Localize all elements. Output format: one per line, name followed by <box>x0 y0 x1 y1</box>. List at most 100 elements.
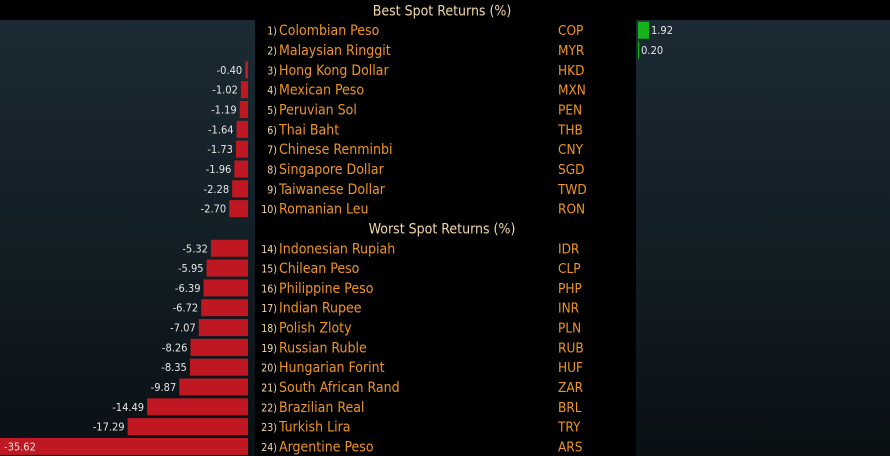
currency-code-sgd: SGD <box>558 162 584 178</box>
value-label-ars: -35.62 <box>4 440 36 453</box>
value-label-pln: -7.07 <box>170 322 196 335</box>
bar-zar <box>179 378 248 396</box>
currency-name-cop: Colombian Peso <box>279 23 380 39</box>
value-label-cop: 1.92 <box>651 24 673 37</box>
bar-ars <box>0 437 248 455</box>
currency-name-huf: Hungarian Forint <box>279 360 385 376</box>
bar-sgd <box>234 160 248 178</box>
currency-code-thb: THB <box>557 122 583 138</box>
rank-cny: 7) <box>267 145 277 157</box>
rank-twd: 9) <box>267 184 277 196</box>
rank-pen: 5) <box>267 105 277 117</box>
rank-pln: 18) <box>261 323 277 335</box>
value-label-inr: -6.72 <box>173 302 199 315</box>
currency-code-ron: RON <box>558 202 585 218</box>
bar-php <box>203 279 248 297</box>
bar-huf <box>189 358 248 376</box>
bar-idr <box>210 239 248 257</box>
currency-code-brl: BRL <box>558 400 582 416</box>
bar-try <box>127 418 248 436</box>
bar-pln <box>198 319 248 337</box>
value-label-idr: -5.32 <box>182 242 208 255</box>
rank-brl: 22) <box>261 402 277 414</box>
currency-name-idr: Indonesian Rupiah <box>279 241 395 257</box>
currency-code-idr: IDR <box>558 241 580 257</box>
currency-name-twd: Taiwanese Dollar <box>278 182 386 198</box>
bar-thb <box>236 120 248 138</box>
currency-name-pln: Polish Zloty <box>279 321 352 337</box>
currency-name-zar: South African Rand <box>279 380 400 396</box>
bar-rub <box>190 338 248 356</box>
currency-code-ars: ARS <box>558 439 583 455</box>
value-label-huf: -8.35 <box>161 361 187 374</box>
rank-clp: 15) <box>261 264 277 276</box>
rank-rub: 19) <box>261 343 277 355</box>
rank-zar: 21) <box>261 382 277 394</box>
value-label-pen: -1.19 <box>211 104 237 117</box>
bar-clp <box>206 259 248 277</box>
rank-inr: 17) <box>261 303 277 315</box>
value-label-hkd: -0.40 <box>217 64 243 77</box>
currency-code-clp: CLP <box>558 261 581 277</box>
currency-name-php: Philippine Peso <box>279 281 374 297</box>
currency-name-myr: Malaysian Ringgit <box>279 43 391 59</box>
rank-ars: 24) <box>261 442 277 454</box>
currency-code-php: PHP <box>558 281 582 297</box>
currency-code-huf: HUF <box>558 360 583 376</box>
value-label-sgd: -1.96 <box>206 163 232 176</box>
currency-name-hkd: Hong Kong Dollar <box>279 63 390 79</box>
value-label-cny: -1.73 <box>207 143 233 156</box>
currency-code-pen: PEN <box>558 103 582 119</box>
value-label-rub: -8.26 <box>162 341 188 354</box>
currency-code-cny: CNY <box>558 142 584 158</box>
currency-code-twd: TWD <box>557 182 587 198</box>
rank-cop: 1) <box>267 26 277 38</box>
currency-name-try: Turkish Lira <box>278 420 350 436</box>
currency-code-mxn: MXN <box>558 83 586 99</box>
rank-huf: 20) <box>261 363 277 375</box>
bar-brl <box>147 398 248 416</box>
currency-name-ars: Argentine Peso <box>279 439 374 455</box>
currency-name-inr: Indian Rupee <box>279 301 362 317</box>
currency-name-ron: Romanian Leu <box>279 202 369 218</box>
currency-name-brl: Brazilian Real <box>279 400 364 416</box>
rank-sgd: 8) <box>267 164 277 176</box>
section-title-0: Best Spot Returns (%) <box>373 3 512 19</box>
bar-cny <box>235 140 248 158</box>
value-label-php: -6.39 <box>175 282 201 295</box>
value-label-brl: -14.49 <box>112 401 144 414</box>
rank-hkd: 3) <box>267 65 277 77</box>
currency-name-pen: Peruvian Sol <box>279 103 357 119</box>
bar-pen <box>239 101 248 119</box>
currency-code-pln: PLN <box>558 321 581 337</box>
currency-name-thb: Thai Baht <box>278 122 339 138</box>
bar-myr <box>638 41 640 59</box>
rank-mxn: 4) <box>267 85 277 97</box>
currency-code-cop: COP <box>558 23 583 39</box>
currency-name-sgd: Singapore Dollar <box>279 162 385 178</box>
rank-myr: 2) <box>267 46 277 58</box>
value-label-mxn: -1.02 <box>212 84 238 97</box>
currency-code-rub: RUB <box>558 340 584 356</box>
currency-name-mxn: Mexican Peso <box>279 83 364 99</box>
bar-inr <box>201 299 248 317</box>
value-label-clp: -5.95 <box>178 262 204 275</box>
value-label-myr: 0.20 <box>641 44 663 57</box>
value-label-twd: -2.28 <box>204 183 230 196</box>
bar-hkd <box>245 61 248 79</box>
value-label-thb: -1.64 <box>208 123 234 136</box>
bar-mxn <box>240 81 248 99</box>
currency-name-clp: Chilean Peso <box>279 261 360 277</box>
section-title-1: Worst Spot Returns (%) <box>369 221 516 237</box>
bar-ron <box>229 200 248 218</box>
rank-thb: 6) <box>267 125 277 137</box>
value-label-try: -17.29 <box>93 421 125 434</box>
value-label-zar: -9.87 <box>151 381 177 394</box>
currency-code-myr: MYR <box>558 43 585 59</box>
bar-twd <box>232 180 248 198</box>
currency-name-cny: Chinese Renminbi <box>279 142 392 158</box>
rank-ron: 10) <box>261 204 277 216</box>
currency-code-hkd: HKD <box>558 63 584 79</box>
positive-bar-panel <box>636 20 890 456</box>
